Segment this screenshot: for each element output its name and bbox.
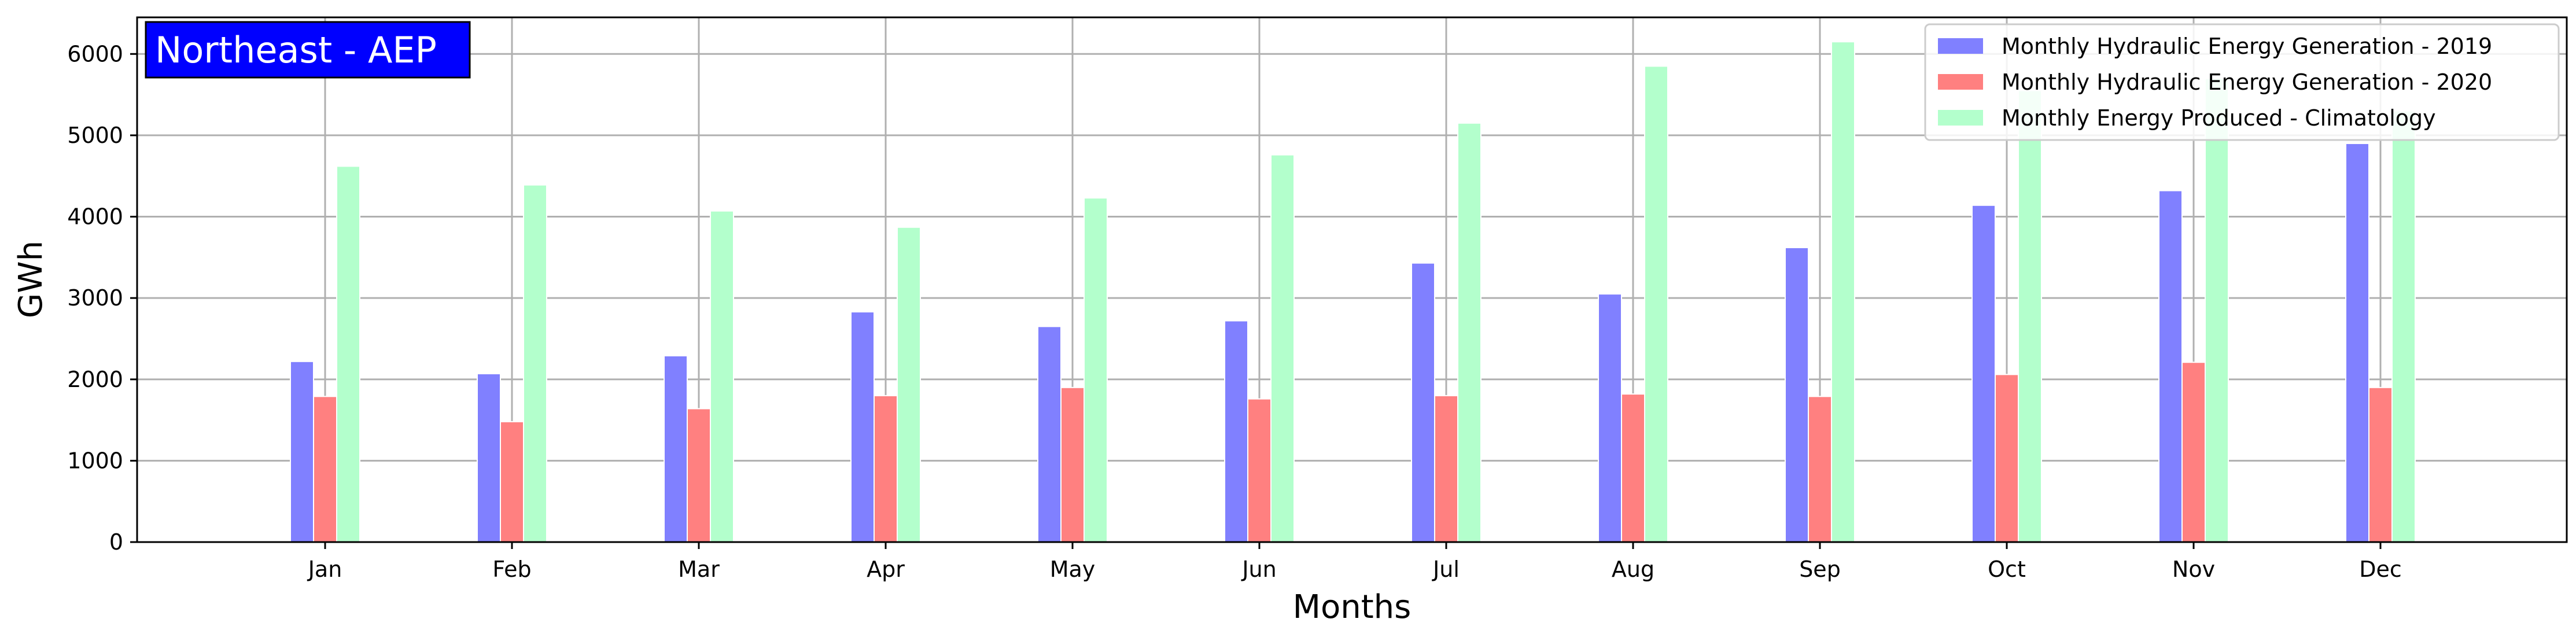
y-tick-label: 0	[109, 529, 123, 555]
bar	[687, 408, 711, 543]
bar	[313, 396, 337, 543]
y-axis-ticks: 0 1000 2000 3000 4000 5000 6000	[67, 41, 137, 555]
legend-frame	[1924, 23, 2560, 141]
bar	[1224, 320, 1248, 543]
x-tick-label: Jan	[307, 557, 342, 582]
legend: Monthly Hydraulic Energy Generation - 20…	[1924, 23, 2560, 141]
bar	[1995, 374, 2019, 543]
bar	[1270, 154, 1295, 543]
x-tick-label: Dec	[2359, 557, 2402, 582]
bar	[1831, 41, 1855, 543]
bar	[1411, 262, 1435, 543]
bar	[1247, 398, 1272, 543]
x-tick-label: Jun	[1241, 557, 1276, 582]
x-tick-label: Feb	[492, 557, 531, 582]
bar	[850, 311, 875, 543]
y-axis-title: GWh	[12, 241, 50, 318]
y-tick-label: 6000	[67, 41, 123, 67]
bar	[897, 226, 921, 543]
y-tick-label: 4000	[67, 204, 123, 230]
bar	[2205, 78, 2229, 543]
y-tick-label: 1000	[67, 448, 123, 473]
bar	[2345, 142, 2369, 543]
y-tick-label: 2000	[67, 367, 123, 392]
x-tick-label: Aug	[1612, 557, 1654, 582]
legend-swatch	[1938, 110, 1983, 126]
bar	[2181, 362, 2206, 543]
x-tick-label: May	[1050, 557, 1096, 582]
bar	[664, 355, 688, 543]
x-tick-label: Sep	[1799, 557, 1841, 582]
x-tick-label: Apr	[867, 557, 905, 582]
region-label: Northeast - AEP	[155, 29, 437, 71]
bar	[1037, 326, 1062, 543]
legend-swatch	[1938, 38, 1983, 54]
bar	[290, 360, 314, 543]
y-tick-label: 5000	[67, 123, 123, 148]
x-axis-title: Months	[1293, 588, 1412, 626]
bar	[1434, 395, 1458, 543]
bar	[710, 210, 734, 543]
bar	[2018, 90, 2042, 543]
bar	[1084, 197, 1108, 543]
bar	[1598, 293, 1622, 543]
bar	[523, 184, 547, 543]
legend-entry: Monthly Energy Produced - Climatology	[2002, 105, 2436, 131]
bar	[1060, 386, 1085, 543]
bar	[2391, 110, 2416, 543]
x-axis-ticks: Jan Feb Mar Apr May Jun Jul Aug Sep Oct Nov Dec	[307, 542, 2402, 582]
bar	[874, 395, 898, 543]
legend-swatch	[1938, 74, 1983, 90]
bar	[1457, 122, 1482, 543]
bar	[1971, 204, 1996, 543]
x-tick-label: Nov	[2172, 557, 2215, 582]
bar	[1644, 65, 1668, 543]
x-tick-label: Jul	[1432, 557, 1460, 582]
bar	[1785, 246, 1809, 543]
legend-entry: Monthly Hydraulic Energy Generation - 20…	[2002, 34, 2492, 59]
x-tick-label: Oct	[1988, 557, 2026, 582]
bar	[500, 421, 524, 543]
bar	[1808, 396, 1832, 543]
bar	[477, 373, 501, 543]
bar	[1621, 393, 1645, 543]
region-label-box: Northeast - AEP	[145, 21, 471, 79]
bar	[336, 165, 360, 543]
bar	[2158, 190, 2183, 543]
bar	[2368, 386, 2393, 543]
y-tick-label: 3000	[67, 285, 123, 311]
legend-entry: Monthly Hydraulic Energy Generation - 20…	[2002, 69, 2492, 95]
plot-frame	[136, 16, 2568, 543]
x-tick-label: Mar	[678, 557, 720, 582]
